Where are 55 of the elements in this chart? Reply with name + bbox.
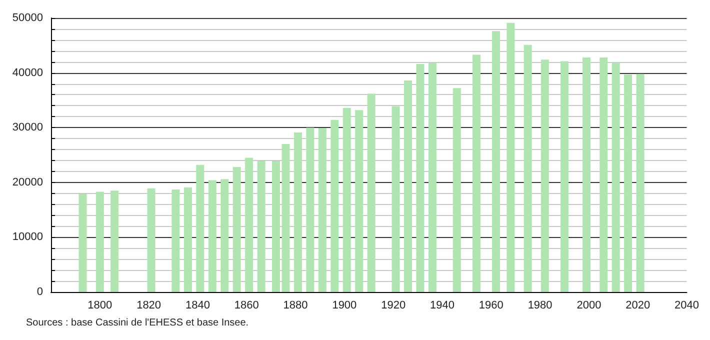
- bar: [355, 110, 364, 292]
- x-tick-label: 2020: [626, 300, 650, 312]
- bar: [306, 128, 314, 292]
- bar: [392, 106, 400, 292]
- bar: [600, 57, 608, 292]
- bar: [624, 74, 632, 292]
- x-tick-label: 2040: [674, 300, 700, 312]
- bar: [196, 164, 204, 292]
- bar: [472, 54, 480, 292]
- x-tick-label: 1880: [283, 300, 308, 312]
- bar: [506, 22, 515, 292]
- bar: [428, 62, 436, 292]
- x-tick-label: 1820: [136, 300, 162, 312]
- bar: [232, 167, 241, 292]
- bar: [245, 158, 254, 292]
- bar: [582, 57, 591, 292]
- bar: [220, 179, 229, 292]
- bar: [184, 187, 192, 292]
- bar: [636, 74, 644, 292]
- bar: [318, 128, 326, 292]
- bar: [330, 120, 339, 292]
- bar: [208, 180, 216, 292]
- bar: [452, 88, 461, 292]
- y-tick-label: 0: [36, 286, 43, 298]
- x-tick-label: 1980: [528, 300, 552, 312]
- x-tick-label: 2000: [576, 300, 602, 312]
- bar: [416, 64, 424, 292]
- bar: [257, 161, 266, 292]
- y-tick-label: 30000: [12, 122, 43, 134]
- bar: [96, 192, 104, 292]
- x-tick-label: 1920: [381, 300, 406, 312]
- bar: [172, 190, 180, 292]
- bar: [78, 194, 87, 292]
- x-tick-label: 1800: [88, 300, 112, 312]
- bar: [404, 80, 412, 292]
- x-tick-label: 1860: [234, 300, 259, 312]
- bar: [524, 44, 532, 292]
- y-tick-label: 50000: [12, 12, 43, 24]
- x-tick-label: 1940: [430, 300, 454, 312]
- x-tick-label: 1960: [478, 300, 504, 312]
- bar: [540, 60, 549, 292]
- bar: [612, 62, 620, 292]
- bar: [367, 94, 376, 292]
- bar: [560, 61, 568, 292]
- y-tick-label: 10000: [12, 231, 43, 244]
- y-tick-label: 20000: [12, 176, 43, 188]
- bar: [342, 108, 351, 292]
- x-tick-label: 1840: [185, 300, 210, 312]
- bar: [110, 190, 119, 292]
- source-note: Sources : base Cassini de l'EHESS et base Insee.: [26, 318, 249, 328]
- bar: [492, 31, 500, 292]
- y-tick-label: 40000: [12, 66, 43, 79]
- bar: [147, 188, 156, 292]
- bar: [294, 132, 302, 292]
- x-tick-label: 1900: [332, 300, 357, 312]
